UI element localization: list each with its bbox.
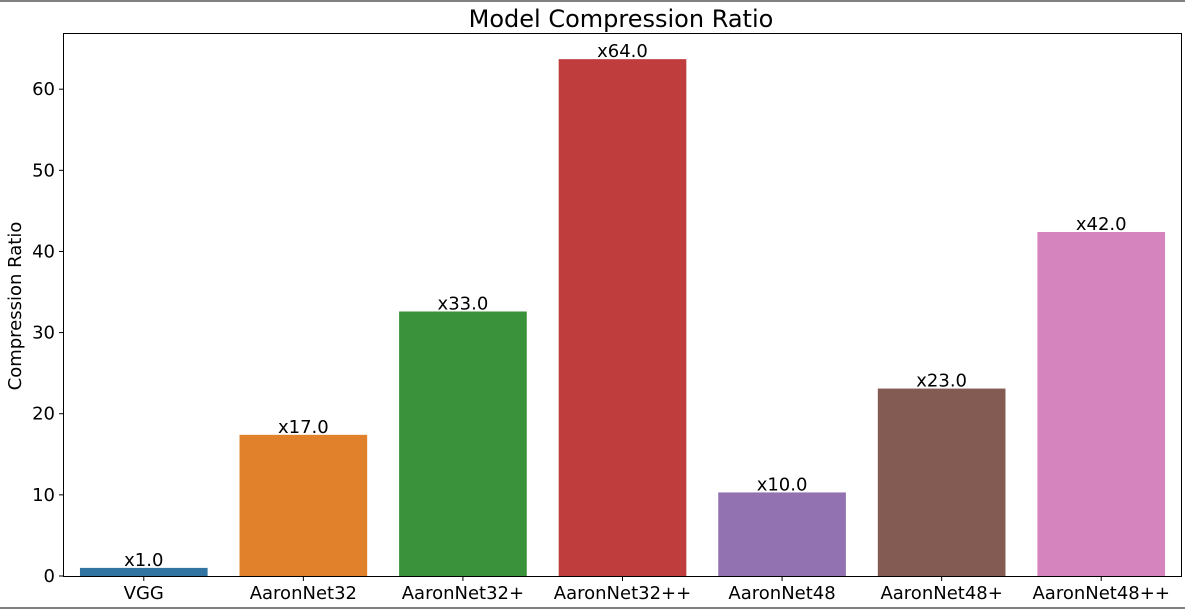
bar-4 (718, 492, 846, 576)
y-tick-label-5: 50 (32, 160, 55, 181)
plot-frame (63, 33, 1182, 577)
x-tick-label-6: AaronNet48++ (1032, 583, 1169, 604)
y-tick-label-3: 30 (32, 323, 55, 344)
bar-1 (239, 434, 368, 576)
bar-2 (399, 311, 527, 576)
y-tick-label-2: 20 (32, 404, 55, 425)
x-tick-label-1: AaronNet32 (250, 583, 357, 604)
bar-0 (79, 567, 208, 576)
bar-value-label-4: x10.0 (757, 474, 808, 495)
bar-value-label-2: x33.0 (438, 293, 489, 314)
x-tick-label-2: AaronNet32+ (402, 583, 524, 604)
bar-value-label-5: x23.0 (916, 371, 967, 392)
bar-6 (1037, 231, 1166, 576)
chart-title: Model Compression Ratio (469, 5, 774, 33)
bar-value-label-3: x64.0 (597, 41, 648, 62)
bar-value-label-6: x42.0 (1076, 214, 1127, 235)
y-tick-label-6: 60 (32, 79, 55, 100)
bar-3 (558, 59, 687, 576)
bar-5 (877, 388, 1006, 576)
y-axis-label: Compression Ratio (5, 222, 26, 391)
x-tick-label-4: AaronNet48 (728, 583, 835, 604)
x-tick-label-3: AaronNet32++ (554, 583, 691, 604)
y-tick-label-4: 40 (32, 241, 55, 262)
y-ticks-group: 0 10 20 30 40 50 60 (32, 79, 64, 587)
x-ticks-group: VGG AaronNet32 AaronNet32+ AaronNet32++ Aaro… (124, 576, 1170, 604)
x-tick-label-5: AaronNet48+ (880, 583, 1002, 604)
bar-value-label-0: x1.0 (124, 550, 163, 571)
bars-group: x1.0 x17.0 x33.0 x64.0 x10.0 x23.0 x42.0 (79, 41, 1166, 576)
bar-value-label-1: x17.0 (278, 417, 329, 438)
x-tick-label-0: VGG (124, 583, 164, 604)
y-tick-label-0: 0 (44, 566, 55, 587)
y-tick-label-1: 10 (32, 485, 55, 506)
